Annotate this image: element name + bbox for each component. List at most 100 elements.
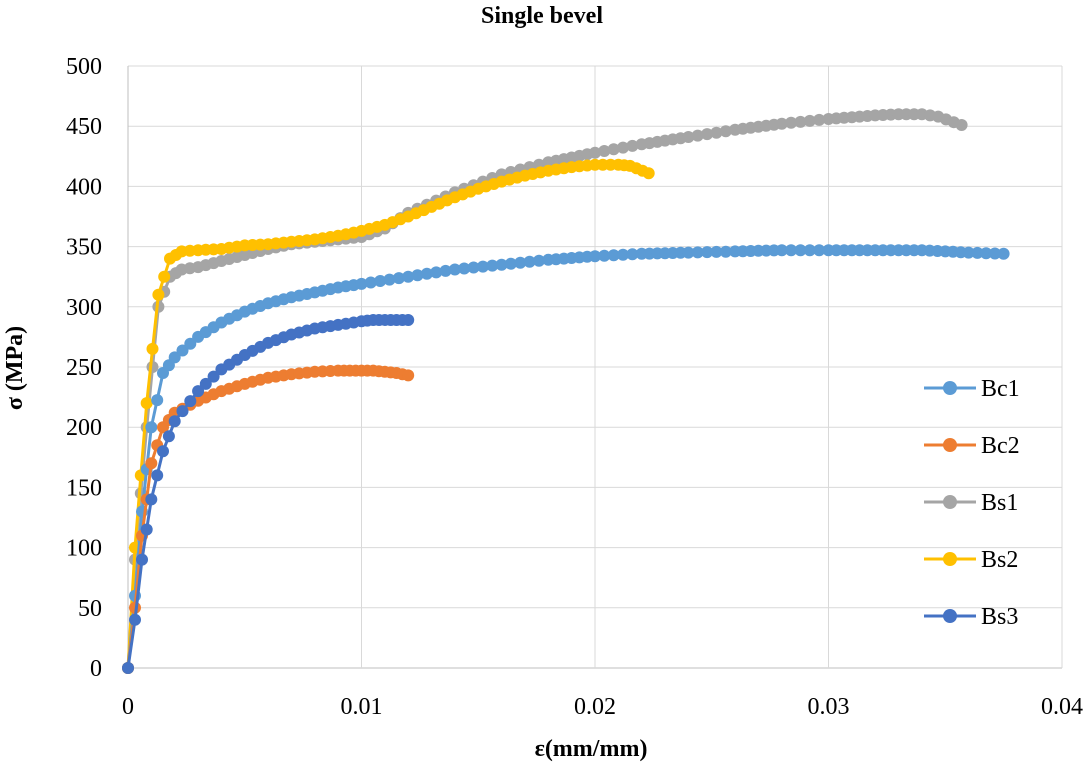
series-bs3-point [199, 377, 212, 390]
series-bs3-point [145, 493, 158, 506]
series-bc1-point [448, 263, 461, 276]
y-tick-label: 200 [66, 415, 102, 441]
series-bc1-line [126, 248, 1004, 669]
series-bs2-point [152, 288, 165, 301]
series-bc1-point [383, 273, 396, 286]
series-bc1-point [184, 337, 197, 350]
series-bs3-point [168, 415, 181, 428]
legend-label: Bs2 [981, 547, 1018, 573]
series-bs1-point [617, 141, 629, 154]
series-bs1-point [682, 131, 695, 143]
series-bc1-point [476, 260, 489, 273]
legend-item-bc2: Bc2 [924, 433, 1020, 459]
series-bc1-point [176, 344, 189, 357]
legend-item-bs1: Bs1 [924, 490, 1018, 516]
series-bc1-point [145, 421, 158, 434]
series-bc1-point [523, 255, 536, 268]
series-group [122, 108, 1010, 674]
series-bs1-point [719, 125, 732, 138]
series-bc1-point [710, 245, 723, 258]
series-bc1-point [626, 248, 639, 261]
series-bc1-point [803, 244, 816, 257]
series-bs3-point [192, 385, 205, 398]
legend-swatch-marker [943, 438, 957, 452]
series-bc1-point [719, 245, 732, 258]
series-bs1-point [701, 128, 714, 141]
y-tick-label: 450 [66, 114, 102, 140]
series-bc1-point [467, 261, 480, 274]
series-bc1-point [439, 264, 452, 277]
legend-label: Bs1 [981, 490, 1018, 516]
series-bc1-point [495, 258, 508, 271]
series-bs1-line [126, 112, 963, 669]
series-bc1-point [971, 246, 984, 259]
series-bc1-point [533, 254, 545, 267]
series-bc1-point [785, 244, 798, 257]
series-bc1-point [617, 248, 629, 261]
series-bc1-point [364, 276, 377, 289]
series-bc1-point [598, 249, 611, 262]
series-bc1-point [514, 256, 527, 269]
series-bc1 [122, 244, 1010, 674]
series-bs1-point [589, 146, 601, 159]
series-bs2 [122, 158, 655, 674]
legend-item-bs2: Bs2 [924, 547, 1018, 573]
series-bs3-point [122, 662, 134, 674]
series-bs1-point [785, 116, 798, 129]
legend-label: Bc2 [981, 433, 1020, 459]
series-bs1-point [607, 143, 620, 156]
legend-item-bs3: Bs3 [924, 604, 1018, 630]
series-bc1-point [504, 257, 517, 270]
legend-label: Bc1 [981, 376, 1020, 402]
series-bc1-point [794, 244, 807, 257]
legend-swatch-marker [943, 609, 957, 623]
series-bc1-point [607, 249, 620, 262]
series-bs3-point [162, 430, 175, 443]
series-bc1-point [151, 394, 164, 407]
series-bs3-point [140, 523, 153, 536]
series-bs3-point [402, 314, 415, 326]
legend: Bc1 Bc2 Bs1 Bs2 Bs3 [924, 376, 1020, 630]
x-tick-label: 0 [122, 694, 134, 720]
y-tick-label: 50 [78, 596, 102, 622]
series-bs3-point [136, 553, 148, 566]
series-bs2-line [126, 163, 650, 669]
series-bs1-point [955, 119, 968, 131]
series-bs3-point [151, 469, 164, 482]
series-bc1-point [402, 270, 415, 283]
series-bs1-point [794, 115, 807, 128]
series-bc1-point [962, 246, 975, 259]
y-tick-label: 400 [66, 174, 102, 200]
x-tick-label: 0.04 [1041, 694, 1083, 720]
series-bs1-point [691, 129, 704, 142]
x-tick-label: 0.02 [574, 694, 616, 720]
series-bc1-point [374, 275, 387, 287]
legend-swatch-marker [943, 381, 957, 395]
series-bs2-point [158, 270, 171, 283]
series-bc1-point [691, 246, 704, 259]
y-tick-label: 0 [90, 656, 102, 682]
series-bs1-point [775, 117, 788, 130]
x-tick-label: 0.01 [341, 694, 383, 720]
legend-swatch-marker [943, 552, 957, 566]
series-bc1-point [392, 272, 405, 285]
y-tick-label: 350 [66, 235, 102, 261]
y-tick-label: 500 [66, 54, 102, 80]
series-bs3-point [176, 405, 189, 418]
series-bc1-point [355, 277, 368, 290]
series-bc1-point [486, 259, 499, 272]
legend-label: Bs3 [981, 604, 1018, 630]
series-bc1-point [813, 244, 826, 257]
legend-swatch-marker [943, 495, 957, 509]
series-bs1 [122, 108, 968, 674]
series-bs3-point [207, 370, 220, 383]
series-bc1-point [411, 269, 424, 282]
y-tick-label: 300 [66, 295, 102, 321]
series-bs3-point [184, 395, 197, 408]
y-tick-label: 100 [66, 536, 102, 562]
series-bc1-point [775, 244, 788, 257]
series-bc1-point [980, 247, 993, 260]
series-bc2-point [402, 369, 415, 382]
series-bc1-point [430, 266, 443, 279]
